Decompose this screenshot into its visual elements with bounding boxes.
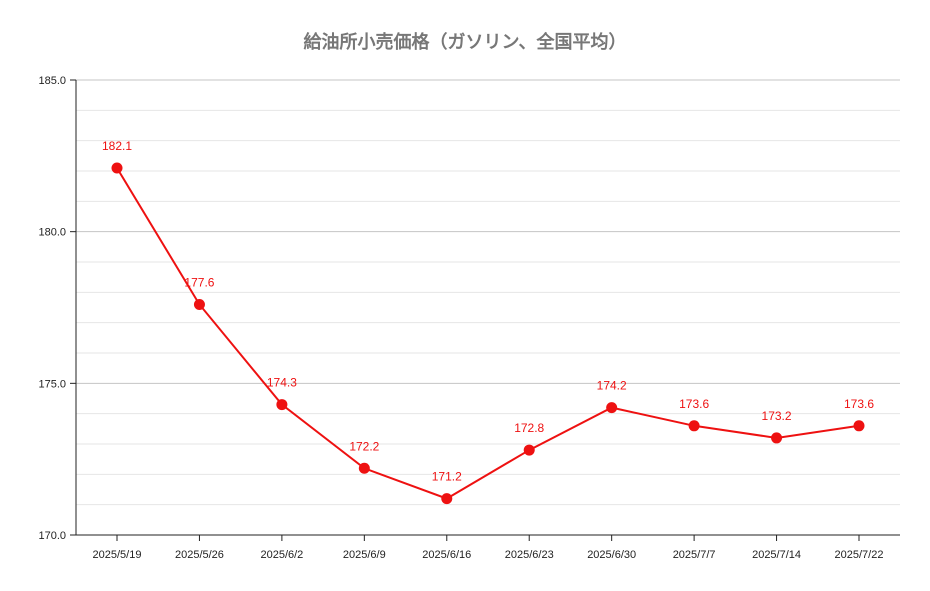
y-tick-label: 180.0 [38,227,66,239]
data-point [771,432,783,444]
x-tick-label: 2025/7/22 [835,549,884,561]
data-point [688,420,700,432]
data-label: 172.2 [349,439,379,453]
y-tick-label: 175.0 [38,378,66,390]
x-tick-label: 2025/6/23 [505,549,554,561]
x-tick-label: 2025/7/7 [673,549,716,561]
data-label: 182.1 [102,139,132,153]
data-point [193,298,205,310]
x-tick-label: 2025/6/9 [343,549,386,561]
data-label: 171.2 [432,470,462,484]
chart-title: 給油所小売価格（ガソリン、全国平均） [303,32,627,53]
data-point [441,493,453,505]
x-tick-label: 2025/5/19 [93,549,142,561]
data-point [523,444,535,456]
data-point [111,162,123,174]
data-point [853,420,865,432]
data-label: 173.6 [679,397,709,411]
x-tick-label: 2025/6/30 [587,549,636,561]
data-point [358,462,370,474]
data-point [606,402,618,414]
data-label: 174.3 [267,376,297,390]
x-tick-label: 2025/6/2 [260,549,303,561]
data-point [276,399,288,411]
y-tick-label: 170.0 [38,530,66,542]
x-tick-label: 2025/6/16 [422,549,471,561]
data-label: 172.8 [514,421,544,435]
data-label: 177.6 [184,275,214,289]
x-tick-label: 2025/5/26 [175,549,224,561]
y-tick-label: 185.0 [38,75,66,87]
data-label: 173.2 [762,409,792,423]
data-label: 173.6 [844,397,874,411]
x-tick-label: 2025/7/14 [752,549,801,561]
series-line [116,167,860,500]
data-label: 174.2 [597,379,627,393]
